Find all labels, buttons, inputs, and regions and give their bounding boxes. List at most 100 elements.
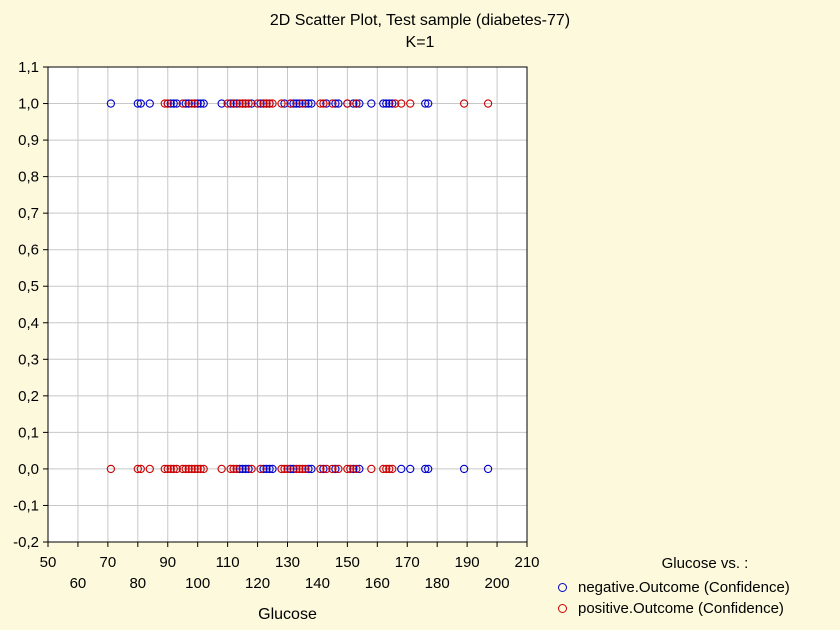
data-point bbox=[232, 464, 241, 474]
data-point bbox=[286, 464, 295, 474]
x-tick-label: 150 bbox=[335, 554, 360, 571]
data-point bbox=[169, 464, 178, 474]
x-tick-label: 90 bbox=[159, 554, 176, 571]
data-point bbox=[190, 464, 199, 474]
data-point bbox=[169, 99, 178, 108]
legend-title: Glucose vs. : bbox=[661, 555, 749, 572]
data-point bbox=[277, 99, 286, 108]
data-point bbox=[190, 99, 199, 108]
x-tick-label: 170 bbox=[395, 554, 420, 571]
y-tick-label: 0,4 bbox=[18, 315, 39, 332]
data-point bbox=[265, 99, 274, 108]
data-point bbox=[181, 99, 190, 108]
data-point bbox=[265, 464, 274, 474]
data-point bbox=[238, 464, 247, 474]
data-point bbox=[223, 99, 232, 108]
legend-item-positive: positive.Outcome (Confidence) bbox=[556, 598, 840, 619]
data-point bbox=[304, 464, 313, 474]
data-point bbox=[241, 464, 250, 474]
y-tick-label: 0,7 bbox=[18, 205, 39, 222]
data-point bbox=[298, 464, 307, 474]
data-point bbox=[292, 464, 301, 474]
x-tick-label: 160 bbox=[365, 575, 390, 592]
data-point bbox=[229, 464, 238, 474]
data-point bbox=[238, 99, 247, 108]
data-point bbox=[253, 99, 262, 108]
y-tick-label: 0,6 bbox=[18, 242, 39, 259]
data-point bbox=[193, 99, 202, 108]
data-point bbox=[166, 464, 175, 474]
y-tick-label: 0,2 bbox=[18, 388, 39, 405]
data-point bbox=[322, 99, 331, 108]
data-point bbox=[280, 99, 289, 108]
data-point bbox=[199, 464, 208, 474]
data-point bbox=[166, 99, 175, 108]
x-tick-label: 50 bbox=[40, 554, 57, 571]
data-point bbox=[355, 99, 364, 108]
data-point bbox=[367, 464, 376, 474]
data-point bbox=[229, 99, 238, 108]
x-tick-label: 130 bbox=[275, 554, 300, 571]
data-point bbox=[268, 464, 277, 474]
data-point bbox=[334, 99, 343, 108]
data-point bbox=[382, 464, 391, 474]
data-point bbox=[133, 99, 142, 108]
y-tick-label: 0,9 bbox=[18, 132, 39, 149]
data-point bbox=[316, 464, 325, 474]
data-point bbox=[328, 464, 337, 474]
data-point bbox=[301, 464, 310, 474]
data-point bbox=[163, 464, 172, 474]
data-point bbox=[301, 99, 310, 108]
legend-marker-negative bbox=[558, 583, 567, 592]
data-point bbox=[334, 464, 343, 474]
data-point bbox=[391, 99, 400, 108]
data-point bbox=[379, 464, 388, 474]
data-point bbox=[343, 99, 352, 108]
data-point bbox=[187, 99, 196, 108]
data-point bbox=[388, 99, 397, 108]
x-tick-label: 100 bbox=[185, 575, 210, 592]
data-point bbox=[343, 464, 352, 474]
x-tick-label: 190 bbox=[455, 554, 480, 571]
chart-subtitle: K=1 bbox=[405, 34, 435, 51]
x-tick-label: 140 bbox=[305, 575, 330, 592]
data-point bbox=[349, 464, 358, 474]
data-point bbox=[256, 464, 265, 474]
data-point bbox=[193, 464, 202, 474]
x-tick-label: 80 bbox=[129, 575, 146, 592]
y-tick-label: 1,0 bbox=[18, 96, 39, 113]
data-point bbox=[196, 464, 205, 474]
y-tick-label: 1,1 bbox=[18, 59, 39, 76]
data-point bbox=[280, 464, 289, 474]
data-point bbox=[289, 464, 298, 474]
data-point bbox=[172, 464, 181, 474]
data-point bbox=[424, 99, 433, 108]
data-point bbox=[367, 99, 376, 108]
data-point bbox=[187, 464, 196, 474]
data-point bbox=[184, 464, 193, 474]
data-point bbox=[349, 99, 358, 108]
data-point bbox=[226, 464, 235, 474]
x-tick-label: 180 bbox=[425, 575, 450, 592]
data-point bbox=[382, 99, 391, 108]
data-point bbox=[352, 464, 361, 474]
data-point bbox=[421, 99, 430, 108]
legend: Glucose vs. : negative.Outcome (Confiden… bbox=[556, 555, 840, 619]
data-point bbox=[298, 99, 307, 108]
data-point bbox=[106, 99, 116, 108]
data-point bbox=[244, 99, 253, 108]
data-point bbox=[244, 464, 253, 474]
data-point bbox=[421, 464, 430, 474]
data-point bbox=[459, 464, 469, 474]
data-point bbox=[406, 464, 415, 474]
data-point bbox=[277, 464, 286, 474]
data-point bbox=[385, 464, 394, 474]
y-tick-label: -0,2 bbox=[13, 534, 39, 551]
data-point bbox=[388, 464, 397, 474]
data-point bbox=[247, 99, 256, 108]
data-point bbox=[406, 99, 415, 108]
chart-title: 2D Scatter Plot, Test sample (diabetes-7… bbox=[269, 12, 571, 29]
data-point bbox=[136, 464, 145, 474]
data-point bbox=[163, 99, 172, 108]
